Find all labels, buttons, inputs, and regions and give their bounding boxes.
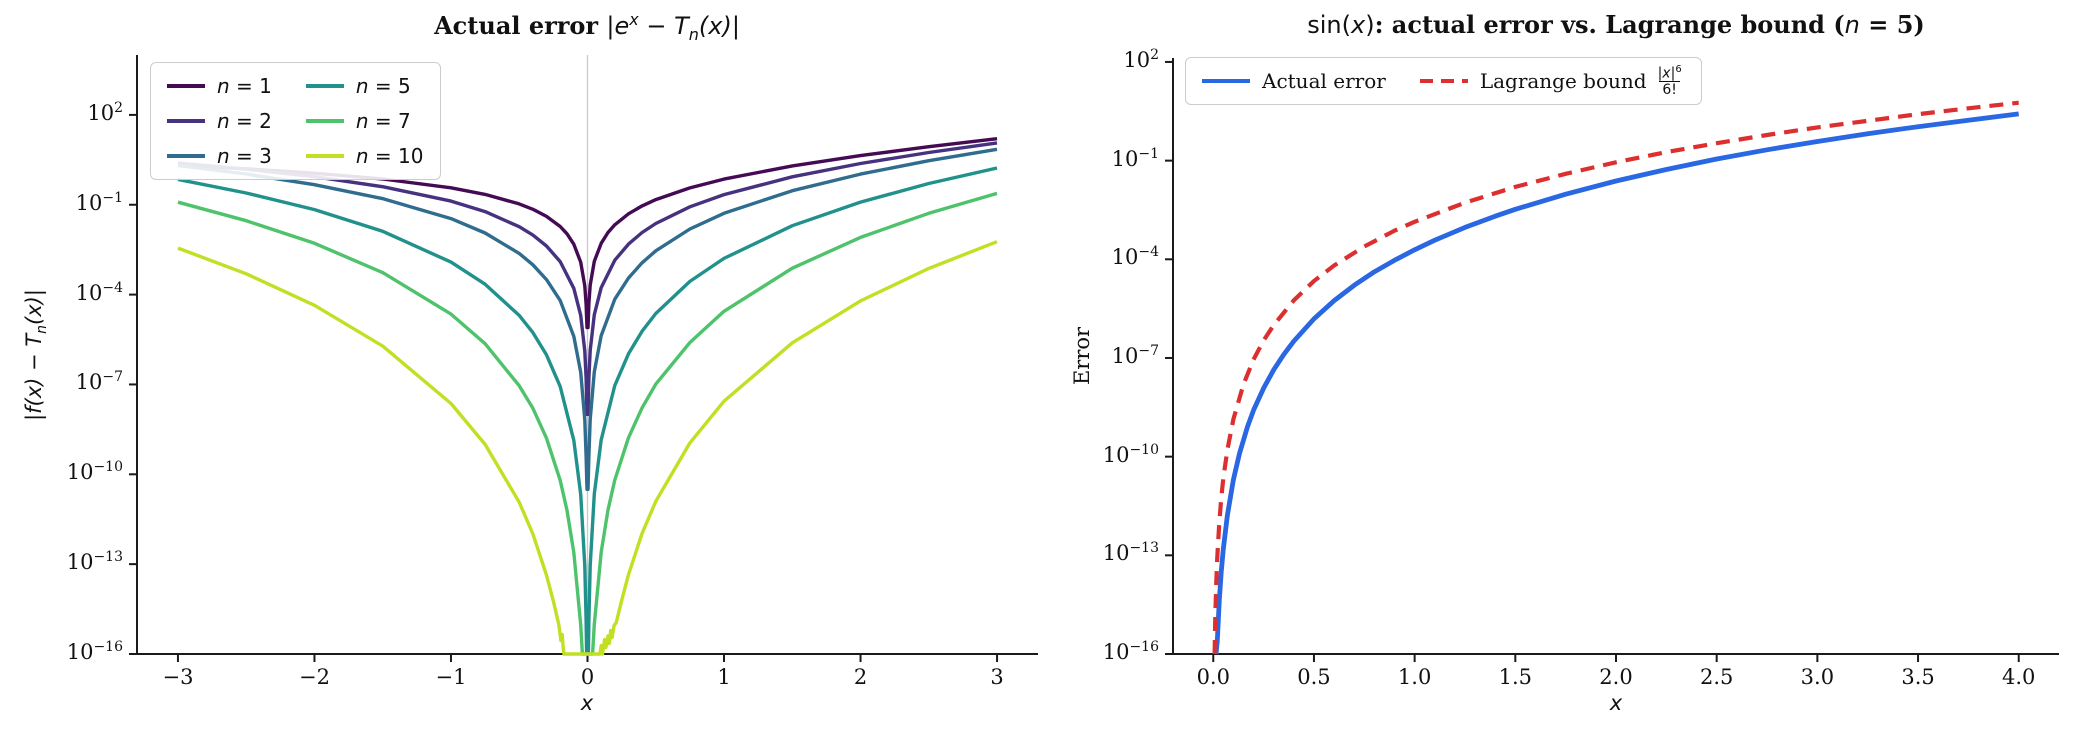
series-n-2 bbox=[177, 141, 998, 417]
x-tick-label: 1 bbox=[717, 665, 731, 689]
right-legend-grid: Actual error Lagrange bound |x|6 6! bbox=[1202, 64, 1685, 98]
x-tick-label: 4.0 bbox=[2002, 665, 2036, 689]
x-tick-label: 2.5 bbox=[1699, 665, 1734, 689]
left-plot-legend: n = 1 n = 2 n = 3 n = 5 n = 7 n = 10 bbox=[150, 62, 441, 180]
left-ylabel: |f(x) − Tn(x)| bbox=[22, 289, 50, 421]
right-title-x: x bbox=[1350, 11, 1366, 39]
legend-item: Actual error bbox=[1202, 68, 1386, 94]
y-tick-label: 10−4 bbox=[75, 279, 123, 305]
left-title-math-sup: x bbox=[629, 10, 639, 29]
legend-label: n = 10 bbox=[355, 144, 424, 168]
y-tick-label: 10−10 bbox=[66, 459, 123, 485]
legend-label: Actual error bbox=[1262, 69, 1386, 93]
x-tick-label: 0 bbox=[580, 665, 595, 689]
legend-item: n = 5 bbox=[305, 73, 424, 99]
y-tick-label: 102 bbox=[1123, 46, 1159, 72]
legend-label: n = 1 bbox=[217, 74, 272, 98]
x-tick-label: 3.5 bbox=[1901, 665, 1935, 689]
legend-line-swatch bbox=[1202, 78, 1250, 84]
x-tick-label: 2.0 bbox=[1599, 665, 1633, 689]
series-n-10 bbox=[177, 240, 998, 656]
right-plot-legend: Actual error Lagrange bound |x|6 6! bbox=[1185, 57, 1702, 105]
legend-item: Lagrange bound |x|6 6! bbox=[1419, 64, 1685, 98]
y-tick-label: 10−7 bbox=[1111, 342, 1159, 368]
legend-item: n = 1 bbox=[167, 73, 272, 99]
right-title-sin: sin( bbox=[1307, 11, 1351, 39]
left-title-math-p3: (x)| bbox=[698, 12, 740, 40]
x-tick-label: 0.5 bbox=[1297, 665, 1331, 689]
left-ylabel-sub: n bbox=[34, 324, 51, 334]
legend-item: n = 10 bbox=[305, 143, 424, 169]
legend-line-swatch bbox=[305, 154, 344, 158]
legend-line-swatch bbox=[305, 84, 344, 88]
legend-line-swatch bbox=[167, 84, 205, 88]
x-tick-label: 2 bbox=[853, 665, 868, 689]
legend-label: Lagrange bound |x|6 6! bbox=[1480, 64, 1685, 99]
left-plot-title: Actual error |ex − Tn(x)| bbox=[434, 10, 740, 44]
legend-label: n = 7 bbox=[355, 109, 411, 133]
legend-line-swatch bbox=[1419, 78, 1468, 84]
series-lagrange-bound-x-6-6- bbox=[1212, 100, 2019, 655]
y-tick-label: 10−16 bbox=[66, 639, 123, 664]
left-title-math-p1: |e bbox=[606, 12, 630, 40]
lagrange-fraction: |x|6 6! bbox=[1657, 63, 1682, 99]
left-xlabel: x bbox=[580, 691, 594, 715]
left-title-math-sub: n bbox=[688, 24, 699, 44]
y-tick-label: 10−10 bbox=[1102, 441, 1159, 467]
y-tick-label: 10−7 bbox=[75, 369, 123, 395]
right-title-suffix: = 5) bbox=[1859, 10, 1925, 39]
y-tick-label: 10−13 bbox=[1102, 540, 1159, 566]
legend-line-swatch bbox=[305, 119, 344, 123]
series-n-1 bbox=[177, 137, 998, 330]
y-tick-label: 10−1 bbox=[1111, 145, 1159, 171]
y-tick-label: 10−1 bbox=[75, 189, 123, 215]
left-legend-grid: n = 1 n = 2 n = 3 n = 5 n = 7 n = 10 bbox=[167, 73, 424, 169]
legend-label: n = 2 bbox=[217, 109, 272, 133]
y-tick-label: 10−13 bbox=[66, 549, 123, 575]
legend-line-swatch bbox=[167, 119, 205, 123]
legend-line-swatch bbox=[167, 154, 205, 158]
x-tick-label: −1 bbox=[435, 665, 467, 689]
x-tick-label: 1.0 bbox=[1397, 665, 1432, 689]
left-title-text: Actual error bbox=[434, 11, 607, 40]
legend-label: n = 3 bbox=[217, 144, 272, 168]
legend-label: n = 5 bbox=[355, 74, 411, 98]
y-tick-label: 10−16 bbox=[1102, 639, 1159, 664]
x-tick-label: 3 bbox=[990, 665, 1004, 689]
right-title-paren: ) bbox=[1365, 11, 1375, 39]
x-tick-label: 1.5 bbox=[1498, 665, 1533, 689]
x-tick-label: −2 bbox=[298, 665, 330, 689]
legend-item: n = 3 bbox=[167, 143, 272, 169]
x-tick-label: −3 bbox=[162, 665, 194, 689]
series-actual-error bbox=[1213, 111, 2019, 655]
right-title-text: : actual error vs. Lagrange bound ( bbox=[1374, 10, 1845, 39]
right-plot-title: sin(x): actual error vs. Lagrange bound … bbox=[1307, 10, 1925, 39]
left-title-math-p2: − T bbox=[638, 12, 689, 40]
x-tick-label: 3.0 bbox=[1800, 665, 1835, 689]
legend-item: n = 2 bbox=[167, 108, 272, 134]
legend-item: n = 7 bbox=[305, 108, 424, 134]
y-tick-label: 10−4 bbox=[1111, 244, 1159, 270]
y-tick-label: 102 bbox=[87, 99, 123, 125]
x-tick-label: 0.0 bbox=[1196, 665, 1230, 689]
right-xlabel: x bbox=[1609, 691, 1623, 715]
right-title-n: n bbox=[1844, 11, 1860, 39]
series-n-3 bbox=[177, 147, 998, 491]
